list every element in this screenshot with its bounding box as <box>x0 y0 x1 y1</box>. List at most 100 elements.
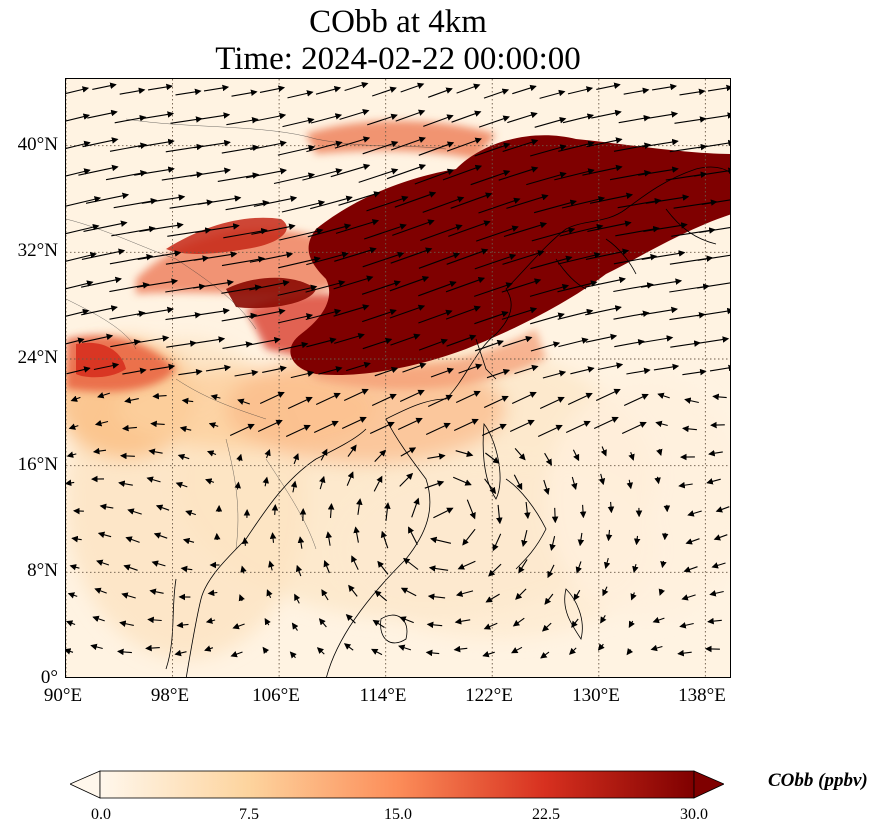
wind-arrow <box>600 446 607 457</box>
wind-arrow <box>149 588 164 596</box>
wind-arrow <box>273 172 316 185</box>
wind-arrow <box>105 170 148 181</box>
wind-arrow <box>483 88 510 99</box>
wind-arrow <box>232 623 245 630</box>
wind-arrow <box>371 648 383 656</box>
wind-arrow <box>364 223 407 240</box>
wind-arrow <box>178 368 203 376</box>
wind-arrow <box>498 166 539 181</box>
wind-arrow <box>399 472 414 487</box>
wind-arrow <box>335 219 380 234</box>
colorbar-tick: 7.5 <box>239 806 259 823</box>
wind-arrow <box>136 278 179 288</box>
wind-arrow <box>642 138 679 148</box>
wind-arrow <box>607 501 615 514</box>
wind-arrow <box>446 248 489 265</box>
wind-arrow <box>650 644 663 652</box>
wind-arrow <box>390 247 433 264</box>
wind-arrow <box>558 337 589 348</box>
wind-arrow <box>450 192 493 209</box>
wind-arrow <box>177 453 190 461</box>
wind-arrow <box>426 621 443 629</box>
wind-arrow <box>559 223 604 237</box>
wind-arrow <box>249 308 286 318</box>
wind-vectors <box>66 81 730 659</box>
wind-arrow <box>208 422 219 429</box>
wind-arrow <box>514 448 526 461</box>
wind-arrow <box>569 647 577 655</box>
wind-arrow <box>621 421 647 434</box>
wind-arrow <box>641 335 674 344</box>
wind-arrow <box>502 250 545 265</box>
wind-arrow <box>146 476 161 483</box>
wind-arrow <box>204 645 214 652</box>
wind-arrow <box>343 388 369 401</box>
wind-arrow <box>318 618 327 628</box>
wind-arrow <box>395 109 426 122</box>
wind-arrow <box>333 304 370 317</box>
wind-arrow <box>290 480 298 493</box>
map-panel <box>65 78 731 678</box>
wind-arrow <box>654 476 661 485</box>
wind-arrow <box>264 617 271 626</box>
wind-arrow <box>655 420 668 428</box>
wind-arrow <box>338 191 381 206</box>
wind-arrow <box>206 450 217 457</box>
wind-arrow <box>605 529 613 542</box>
wind-arrow <box>462 528 476 546</box>
wind-arrow <box>185 510 196 517</box>
wind-arrow <box>236 453 243 462</box>
wind-arrow <box>683 566 698 573</box>
wind-arrow <box>565 420 591 433</box>
wind-arrow <box>221 256 266 267</box>
wind-arrow <box>613 282 654 293</box>
wind-arrow <box>94 587 107 594</box>
wind-arrow <box>118 480 133 488</box>
wind-arrow <box>423 114 454 127</box>
wind-arrow <box>66 140 91 150</box>
wind-arrow <box>93 362 120 371</box>
wind-arrow <box>313 420 339 433</box>
wind-arrow <box>221 284 262 294</box>
wind-arrow <box>503 221 548 238</box>
wind-arrow <box>289 651 297 659</box>
borders <box>66 118 447 550</box>
wind-arrow <box>117 648 132 656</box>
wind-arrow <box>373 475 383 492</box>
wind-arrow <box>141 194 186 204</box>
map-title-line2: Time: 2024-02-22 00:00:00 <box>215 41 581 77</box>
wind-arrow <box>418 338 448 351</box>
wind-arrow <box>66 451 77 458</box>
wind-arrow <box>451 110 482 123</box>
wind-arrow <box>69 564 80 571</box>
wind-arrow <box>278 341 309 351</box>
lon-label: 98°E <box>150 685 190 706</box>
wind-arrow <box>656 448 663 456</box>
wind-arrow <box>507 111 538 124</box>
wind-arrow <box>85 192 130 204</box>
wind-arrow <box>315 392 341 405</box>
wind-arrow <box>240 565 247 574</box>
wind-arrow <box>414 168 455 185</box>
wind-arrow <box>250 140 287 151</box>
wind-arrow <box>632 563 639 573</box>
wind-arrow <box>122 367 147 375</box>
wind-arrow <box>492 533 502 552</box>
wind-arrow <box>589 192 634 204</box>
wind-arrow <box>445 305 481 320</box>
wind-arrow <box>134 166 175 176</box>
wind-arrow <box>302 168 343 181</box>
wind-arrow <box>597 643 605 651</box>
wind-arrow <box>534 117 567 128</box>
wind-arrow <box>427 394 453 407</box>
wind-arrow <box>319 475 326 490</box>
wind-arrow <box>397 417 423 430</box>
wind-arrow <box>567 392 593 405</box>
wind-arrow <box>262 476 270 487</box>
wind-arrow <box>698 139 730 149</box>
wind-arrow <box>425 422 451 435</box>
wind-arrow <box>390 136 426 151</box>
wind-arrow <box>685 538 700 545</box>
wind-arrow <box>194 139 231 149</box>
map-title-line1: CObb at 4km <box>309 4 487 40</box>
